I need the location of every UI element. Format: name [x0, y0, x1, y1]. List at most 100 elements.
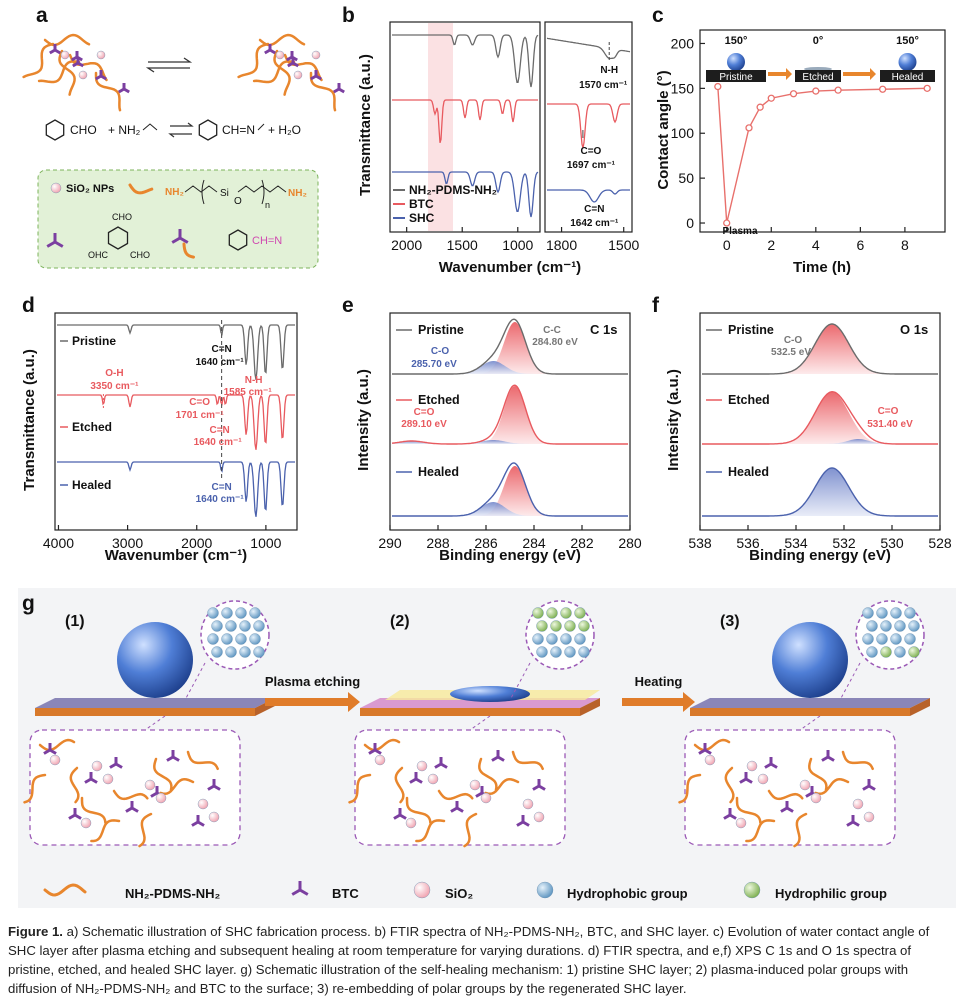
pdms-chain: [724, 766, 735, 804]
angle-label: 150°: [896, 35, 919, 47]
peak-label: 531.40 eV: [867, 419, 913, 430]
caption-label: Figure 1.: [8, 924, 63, 939]
peak-label: 1642 cm⁻¹: [570, 218, 619, 229]
btc-arm: [166, 755, 174, 762]
water-drop: [117, 622, 193, 698]
btc-arm: [54, 240, 64, 248]
reaction-text: CH=N: [222, 123, 255, 137]
btc-arm: [497, 755, 505, 762]
peak-label: 1640 cm⁻¹: [194, 437, 243, 448]
btc-arm: [46, 240, 56, 248]
formula-text: CH=N: [252, 235, 282, 247]
spectrum-line: [547, 189, 630, 203]
btc-arm: [49, 48, 56, 55]
y-tick-label: 0: [686, 215, 694, 231]
btc-arm: [90, 777, 98, 784]
btc-arm: [109, 762, 117, 769]
btc-arm: [299, 888, 309, 896]
particle: [207, 607, 219, 619]
series-label: Healed: [72, 478, 111, 492]
particle: [908, 646, 920, 658]
particle: [207, 633, 219, 645]
btc-arm: [100, 74, 107, 81]
x-tick-label: 1500: [447, 237, 478, 253]
btc-arm: [71, 55, 78, 62]
peak-name: C=O: [878, 406, 899, 417]
x-axis-label: Wavenumber (cm⁻¹): [439, 259, 581, 276]
particle: [469, 779, 481, 791]
x-tick-label: 2000: [391, 237, 422, 253]
btc-arm: [450, 806, 458, 813]
spectrum-line: [57, 324, 295, 380]
angle-label: 150°: [725, 35, 748, 47]
particle: [49, 754, 61, 766]
particle: [225, 620, 237, 632]
btc-arm: [310, 74, 317, 81]
formula-text: O: [234, 196, 242, 207]
data-point: [723, 219, 731, 227]
reaction-text: CHO: [70, 123, 97, 137]
step-label: (1): [65, 613, 85, 630]
particle: [704, 754, 716, 766]
pdms-chain: [309, 71, 337, 112]
particle: [560, 633, 572, 645]
highlight-band: [428, 23, 453, 231]
particle: [532, 607, 544, 619]
btc-arm: [729, 813, 737, 820]
peak-label: 1701 cm⁻¹: [176, 410, 225, 421]
panel-label: b: [342, 4, 355, 27]
series-label: Etched: [418, 393, 460, 407]
pdms-chain: [678, 773, 702, 804]
series-label: Healed: [728, 465, 769, 479]
formula-text: CHO: [130, 250, 150, 260]
y-tick-label: 100: [671, 125, 695, 141]
x-tick-label: 3000: [112, 535, 143, 551]
substrate-side: [35, 708, 255, 716]
particle: [876, 633, 888, 645]
particle: [546, 607, 558, 619]
btc-arm: [207, 784, 215, 791]
x-tick-label: 288: [426, 535, 450, 551]
panel-label: d: [22, 294, 35, 317]
particle: [908, 620, 920, 632]
particle: [757, 773, 769, 785]
btc-arm: [780, 806, 788, 813]
btc-arm: [286, 55, 293, 62]
panel-title: C 1s: [590, 322, 617, 337]
network-box: [29, 729, 241, 846]
particle: [536, 881, 554, 899]
btc-arm: [338, 87, 345, 94]
arrow-label: Heating: [635, 674, 683, 689]
btc-arm: [123, 87, 130, 94]
x-tick-label: 2000: [181, 535, 212, 551]
pdms-chain: [237, 42, 270, 79]
state-label: Pristine: [719, 72, 753, 83]
callout: [144, 715, 166, 731]
pdms-chain: [808, 757, 828, 791]
panel-label: e: [342, 294, 354, 317]
x-tick-label: 280: [618, 535, 642, 551]
x-axis-label: Wavenumber (cm⁻¹): [105, 547, 247, 564]
pdms-chain: [186, 750, 219, 771]
formula-text: NH₂: [288, 188, 307, 199]
legend-label: Hydrophilic group: [775, 886, 887, 901]
pdms-chain: [38, 738, 76, 752]
y-axis-label: Transmittance (a.u.): [357, 54, 374, 196]
legend-label: NH₂-PDMS-NH₂: [125, 886, 221, 901]
plot-frame: [389, 312, 631, 531]
panel-label: a: [36, 4, 48, 27]
series-label: Pristine: [728, 323, 774, 337]
btc-arm: [76, 55, 83, 62]
pdms-chain: [745, 819, 776, 843]
pdms-chain: [735, 796, 762, 825]
btc-arm: [49, 748, 57, 755]
caption: Figure 1. a) Schematic illustration of S…: [8, 922, 958, 998]
btc-arm: [333, 87, 340, 94]
peak-name: C=N: [211, 482, 231, 493]
legend-label: SHC: [409, 211, 435, 225]
peak-name: C=N: [584, 204, 604, 215]
particle: [102, 773, 114, 785]
btc-arm: [698, 748, 706, 755]
plot-frame: [54, 312, 298, 531]
btc-arm: [440, 762, 448, 769]
